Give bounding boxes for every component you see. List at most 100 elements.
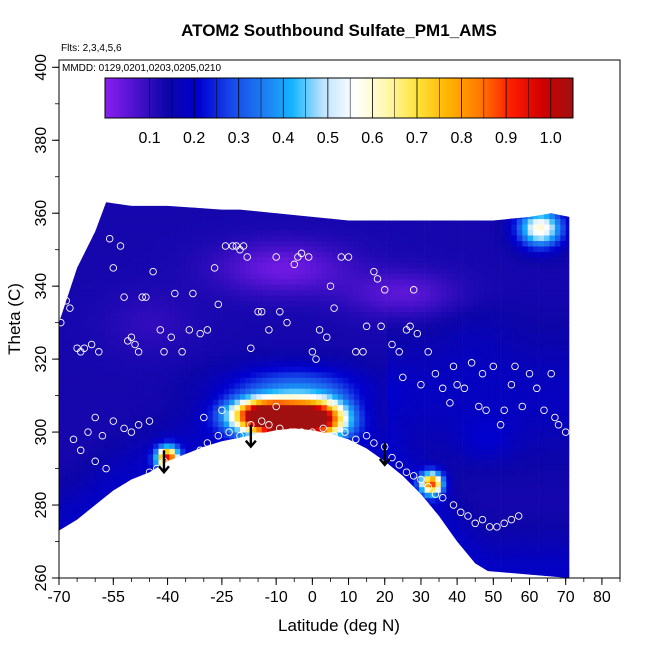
heatmap-cell bbox=[381, 229, 387, 236]
heatmap-cell bbox=[424, 251, 431, 258]
heatmap-cell bbox=[310, 366, 317, 373]
heatmap-cell bbox=[375, 224, 382, 231]
heatmap-cell bbox=[267, 580, 273, 586]
heatmap-cell bbox=[430, 497, 436, 504]
heatmap-cell bbox=[424, 339, 431, 345]
heatmap-cell bbox=[348, 229, 355, 236]
heatmap-cell bbox=[348, 246, 355, 252]
heatmap-cell bbox=[245, 355, 252, 362]
heatmap-cell bbox=[93, 443, 100, 449]
heatmap-cell bbox=[267, 235, 273, 241]
heatmap-cell bbox=[136, 311, 143, 318]
heatmap-cell bbox=[153, 251, 159, 258]
heatmap-cell bbox=[120, 459, 127, 466]
heatmap-cell bbox=[142, 267, 148, 274]
heatmap-cell bbox=[370, 415, 377, 422]
heatmap-cell bbox=[392, 399, 398, 406]
heatmap-cell bbox=[343, 328, 349, 334]
heatmap-cell bbox=[109, 399, 116, 406]
heatmap-cell bbox=[375, 295, 382, 302]
heatmap-cell bbox=[59, 371, 62, 378]
heatmap-cell bbox=[294, 580, 300, 586]
heatmap-cell bbox=[66, 306, 72, 313]
heatmap-cell bbox=[229, 267, 235, 274]
heatmap-cell bbox=[299, 284, 306, 291]
heatmap-cell bbox=[288, 382, 295, 389]
heatmap-cell bbox=[180, 426, 186, 433]
heatmap-cell bbox=[278, 355, 284, 362]
heatmap-cell bbox=[294, 273, 301, 280]
heatmap-cell bbox=[104, 278, 110, 285]
heatmap-cell bbox=[164, 273, 170, 280]
heatmap-cell bbox=[234, 267, 241, 274]
heatmap-cell bbox=[316, 426, 322, 433]
heatmap-cell bbox=[77, 426, 83, 433]
heatmap-cell bbox=[174, 366, 181, 373]
heatmap-cell bbox=[77, 470, 83, 477]
heatmap-cell bbox=[332, 229, 339, 236]
heatmap-cell bbox=[413, 437, 420, 444]
heatmap-cell bbox=[424, 470, 431, 477]
heatmap-cell bbox=[402, 344, 409, 351]
heatmap-cell bbox=[392, 339, 398, 345]
heatmap-cell bbox=[126, 580, 132, 586]
heatmap-cell bbox=[245, 415, 252, 422]
heatmap-cell bbox=[77, 339, 83, 345]
heatmap-cell bbox=[278, 246, 284, 252]
heatmap-cell bbox=[164, 213, 170, 220]
heatmap-cell bbox=[59, 393, 62, 400]
heatmap-cell bbox=[164, 267, 170, 274]
heatmap-cell bbox=[364, 366, 371, 373]
heatmap-cell bbox=[191, 437, 197, 444]
heatmap-cell bbox=[283, 278, 290, 285]
heatmap-cell bbox=[348, 426, 355, 433]
heatmap-cell bbox=[98, 371, 105, 378]
heatmap-cell bbox=[354, 229, 360, 236]
heatmap-cell bbox=[332, 421, 339, 427]
heatmap-cell bbox=[364, 415, 371, 422]
heatmap-cell bbox=[316, 240, 322, 247]
heatmap-cell bbox=[305, 333, 311, 340]
heatmap-cell bbox=[413, 371, 420, 378]
heatmap-cell bbox=[110, 580, 116, 586]
heatmap-cell bbox=[288, 393, 295, 400]
heatmap-cell bbox=[120, 432, 127, 438]
heatmap-cell bbox=[120, 421, 127, 427]
heatmap-cell bbox=[202, 224, 208, 231]
heatmap-cell bbox=[147, 388, 154, 395]
heatmap-cell bbox=[93, 235, 100, 241]
heatmap-cell bbox=[354, 580, 360, 586]
heatmap-cell bbox=[153, 311, 159, 318]
heatmap-cell bbox=[364, 295, 371, 302]
heatmap-cell bbox=[196, 284, 203, 291]
heatmap-cell bbox=[370, 404, 377, 411]
heatmap-cell bbox=[348, 404, 355, 411]
heatmap-cell bbox=[202, 267, 208, 274]
heatmap-cell bbox=[66, 421, 72, 427]
heatmap-cell bbox=[196, 328, 203, 334]
heatmap-cell bbox=[364, 284, 371, 291]
heatmap-cell bbox=[185, 240, 192, 247]
heatmap-cell bbox=[402, 366, 409, 373]
heatmap-cell bbox=[419, 306, 425, 313]
heatmap-cell bbox=[169, 432, 176, 438]
heatmap-cell bbox=[240, 235, 246, 241]
heatmap-cell bbox=[202, 328, 208, 334]
heatmap-cell bbox=[359, 218, 366, 225]
heatmap-cell bbox=[93, 284, 100, 291]
heatmap-cell bbox=[397, 224, 404, 231]
heatmap-cell bbox=[98, 218, 105, 225]
heatmap-cell bbox=[196, 339, 203, 345]
heatmap-cell bbox=[88, 464, 94, 471]
heatmap-cell bbox=[348, 240, 355, 247]
heatmap-cell bbox=[419, 437, 425, 444]
heatmap-cell bbox=[370, 399, 377, 406]
heatmap-cell bbox=[381, 366, 387, 373]
heatmap-cell bbox=[326, 355, 333, 362]
heatmap-cell bbox=[88, 503, 94, 510]
heatmap-cell bbox=[419, 350, 425, 356]
heatmap-cell bbox=[413, 481, 420, 488]
heatmap-cell bbox=[218, 388, 225, 395]
heatmap-cell bbox=[370, 278, 377, 285]
heatmap-cell bbox=[245, 213, 252, 220]
